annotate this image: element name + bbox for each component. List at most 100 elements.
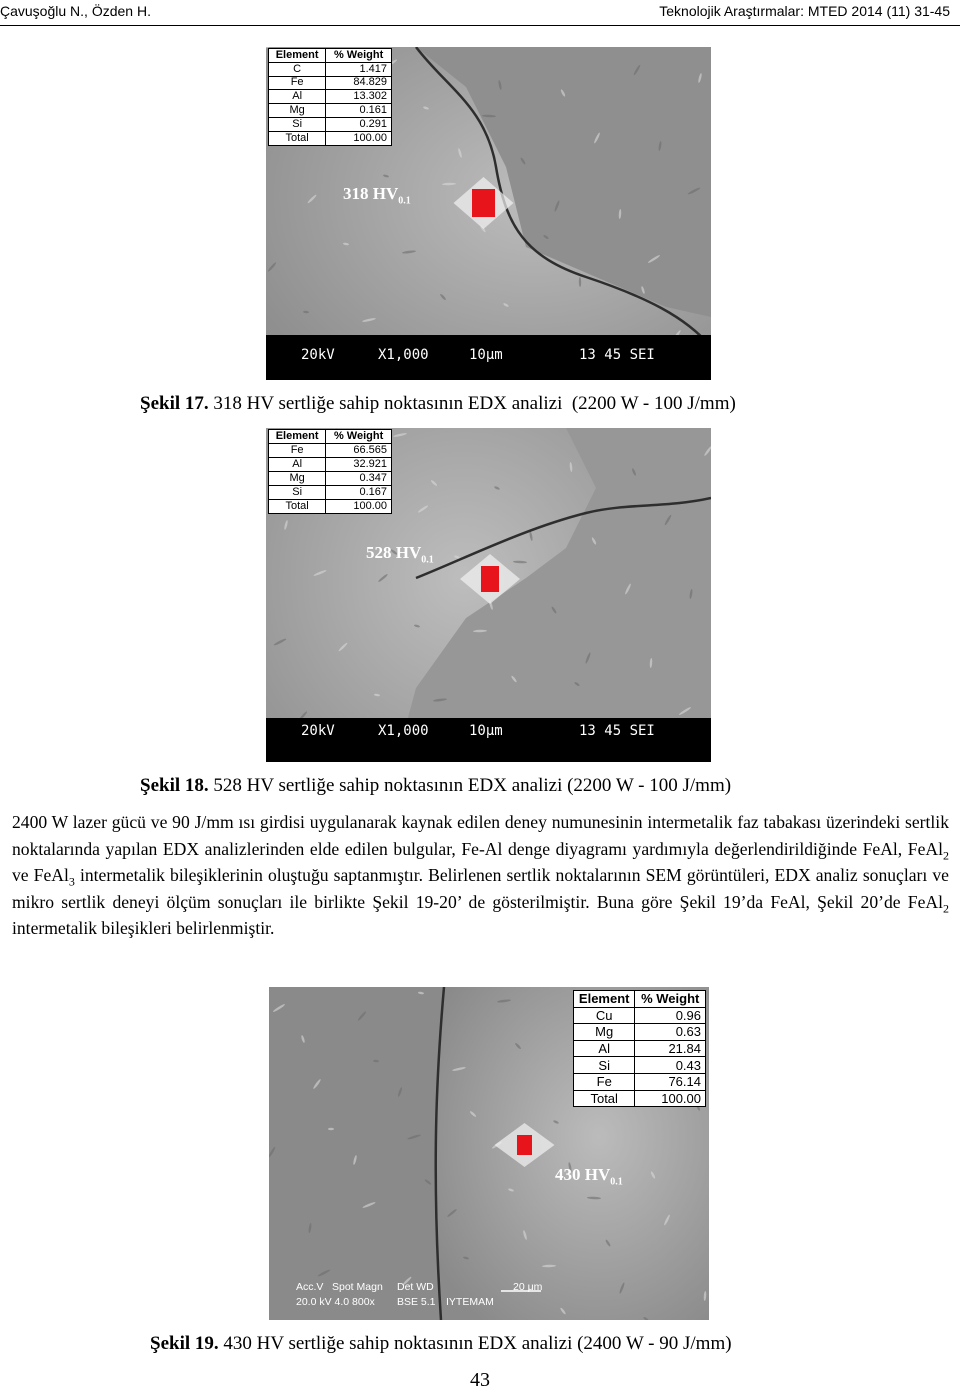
text-run: intermetalik bileşikleri belirlenmiştir. [12,918,275,939]
caption-text: 528 HV sertliğe sahip noktasının EDX ana… [213,775,732,796]
texture [378,574,388,582]
texture [424,1179,432,1185]
element-cell: Mg [267,471,327,486]
scale-text: 20kV [301,347,335,363]
hardness-subscript: 0.1 [398,195,411,207]
texture [587,1196,601,1200]
table-header-row: Element% Weight [572,990,706,1008]
figure-caption: Şekil 18. 528 HV sertliğe sahip noktasın… [140,775,731,797]
weight-cell: 76.14 [634,1072,706,1091]
texture [568,1162,572,1172]
table-row: Mg 0.347 [267,471,392,486]
texture [560,1307,566,1315]
weight-cell: 84.829 [325,75,392,91]
texture [513,560,527,564]
figure-caption: Şekil 17. 318 HV sertliğe sahip noktasın… [140,393,736,415]
texture [273,1004,285,1012]
weight-cell: 100.00 [325,130,392,146]
texture [430,480,438,486]
texture [398,1087,402,1097]
subscript: 2 [943,848,949,863]
texture [554,200,560,212]
texture [633,64,641,76]
texture [687,187,701,195]
sem-figure: Element% Weight C 1.417 Fe 84.829 Al 13.302 Mg 0… [266,47,711,380]
scale-text: Acc.V [296,1281,324,1293]
weight-cell: 100.00 [325,499,392,514]
weight-cell: 0.161 [325,103,392,118]
element-cell: Mg [267,103,327,118]
scale-text: BSE 5.1 [397,1296,436,1308]
texture [542,1264,556,1268]
table-header-cell: % Weight [634,990,706,1008]
texture [578,277,582,287]
texture [649,658,653,668]
texture [523,1230,527,1240]
scale-text: 13 45 SEI [579,347,655,363]
scale-text: 10μm [469,347,503,363]
element-cell: Cu [572,1006,636,1025]
caption-text: 430 HV sertliğe sahip noktasının EDX ana… [223,1333,732,1354]
table-row: Cu 0.96 [572,1006,706,1025]
texture [402,1276,412,1286]
texture [390,549,398,555]
scale-text: Spot Magn [332,1281,383,1293]
texture [469,1111,477,1117]
texture [643,1317,649,1320]
texture [303,310,309,314]
caption-label: Şekil 17. [140,393,209,414]
scale-text: Det WD [397,1281,434,1293]
texture [267,262,277,272]
texture [648,255,660,263]
element-cell: Si [267,485,327,500]
texture [313,1079,321,1089]
texture [442,182,456,186]
table-row: Al 21.84 [572,1039,706,1058]
texture [328,1127,334,1131]
texture [452,1067,466,1071]
texture [560,89,566,97]
table-row: Al 32.921 [267,457,392,472]
hardness-subscript: 0.1 [421,554,434,566]
body-paragraph: 2400 W lazer gücü ve 90 J/mm ısı girdisi… [12,809,949,942]
scale-text: X1,000 [378,723,429,739]
weight-cell: 13.302 [325,89,392,105]
texture [373,1059,379,1063]
scale-bar-band [266,718,711,762]
weight-cell: 0.96 [634,1006,706,1025]
table-header-row: Element% Weight [267,48,392,63]
weight-cell: 0.63 [634,1023,706,1041]
texture [266,47,269,49]
texture [353,1155,357,1165]
scale-bar-band [266,335,711,380]
header-journal: Teknolojik Araştırmalar: MTED 2014 (11) … [659,3,950,19]
table-header-cell: % Weight [325,48,392,63]
crack [434,987,446,1320]
text-run: ve FeAl [12,865,69,886]
table-header-cell: Element [572,990,636,1008]
crack [415,496,711,580]
texture [313,570,327,576]
texture [317,1269,331,1277]
table-row: Total 100.00 [572,1089,706,1108]
table-header-row: Element% Weight [267,429,392,444]
texture [618,209,622,219]
subscript: 3 [68,874,75,889]
texture [402,250,416,254]
hardness-value: 528 HV [366,543,422,562]
indent-marker [472,189,495,217]
texture [515,1042,521,1050]
texture [585,652,591,664]
table-row: Fe 66.565 [267,443,392,458]
texture [463,1256,469,1260]
table-row: Total 100.00 [267,130,392,146]
edx-table: Element% Weight Cu 0.96 Mg 0.63 Al 21.84 Si 0.43… [572,990,706,1108]
edx-table: Element% Weight Fe 66.565 Al 32.921 Mg 0.347 Si… [267,429,392,514]
texture [362,1202,376,1208]
hardness-value: 318 HV [343,184,399,203]
texture [658,141,662,151]
hardness-subscript: 0.1 [610,1176,623,1188]
texture [454,555,460,559]
table-header-cell: Element [267,48,327,63]
